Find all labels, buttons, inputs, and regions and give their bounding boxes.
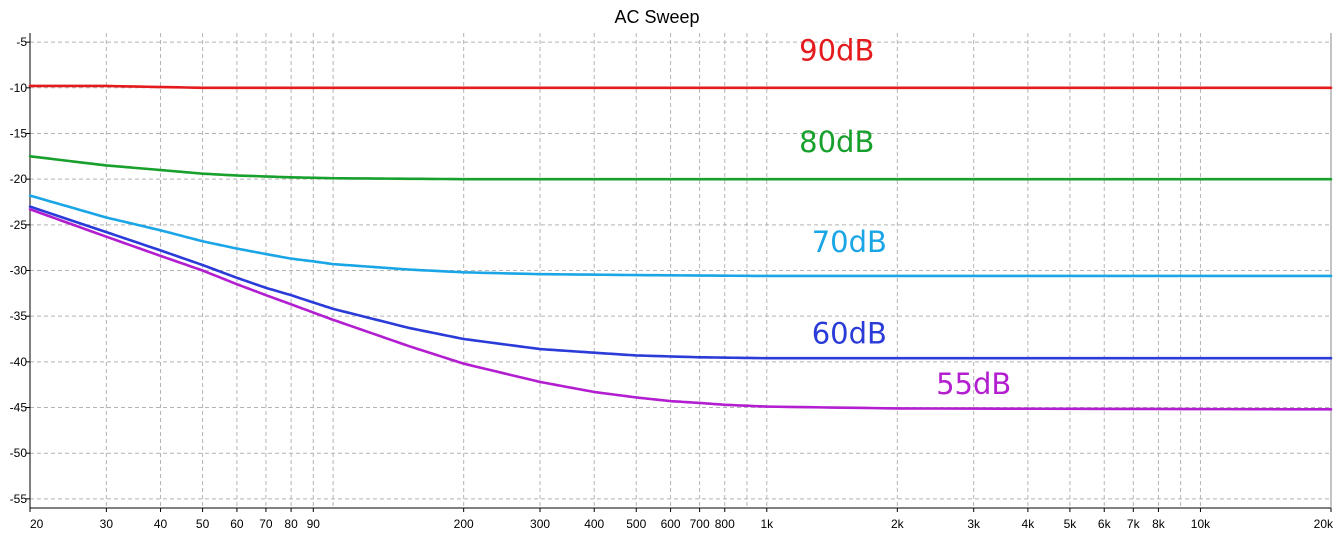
series-line-55dB xyxy=(28,208,1333,411)
x-tick-label: 50 xyxy=(196,517,210,531)
x-tick-label: 80 xyxy=(284,517,298,531)
series-line-90dB xyxy=(28,84,1333,90)
series-lines xyxy=(28,84,1333,411)
series-label-80dB: 80dB xyxy=(799,125,874,159)
axes xyxy=(29,33,1332,509)
x-tick-label: 800 xyxy=(715,517,735,531)
grid xyxy=(29,33,1332,508)
x-tick-label: 3k xyxy=(967,517,981,531)
x-tick-label: 700 xyxy=(690,517,710,531)
y-tick-label: -40 xyxy=(10,355,28,369)
x-tick-label: 4k xyxy=(1022,517,1036,531)
x-tick-labels: 20 30 40 50 60 70 80 90 200 300 400 500 600 700 800 1k 2… xyxy=(29,508,1334,531)
x-tick-label: 90 xyxy=(307,517,321,531)
y-tick-labels: -5 -10 -15 -20 -25 -30 -35 -40 -45 -50 -55 xyxy=(10,35,30,506)
series-label-55dB: 55dB xyxy=(936,367,1011,401)
series-line-60dB xyxy=(28,205,1333,360)
x-tick-label: 400 xyxy=(584,517,604,531)
y-tick-label: -30 xyxy=(10,264,28,278)
x-tick-label: 8k xyxy=(1152,517,1166,531)
y-tick-label: -45 xyxy=(10,401,28,415)
y-tick-label: -35 xyxy=(10,309,28,323)
x-tick-label: 2k xyxy=(891,517,905,531)
series-line-80dB xyxy=(28,155,1333,181)
x-tick-label: 40 xyxy=(154,517,168,531)
x-tick-label: 500 xyxy=(626,517,646,531)
x-tick-label: 10k xyxy=(1191,517,1211,531)
y-tick-label: -10 xyxy=(10,81,28,95)
series-line-70dB xyxy=(28,194,1333,278)
y-tick-label: -15 xyxy=(10,126,28,140)
x-tick-label: 5k xyxy=(1064,517,1078,531)
series-label-90dB: 90dB xyxy=(799,33,874,67)
series-label-70dB: 70dB xyxy=(812,225,887,259)
x-tick-label: 1k xyxy=(760,517,774,531)
x-tick-label: 30 xyxy=(100,517,114,531)
y-tick-label: -25 xyxy=(10,218,28,232)
y-tick-label: -20 xyxy=(10,172,28,186)
y-tick-label: -50 xyxy=(10,446,28,460)
x-tick-label: 600 xyxy=(661,517,681,531)
x-tick-label: 20k xyxy=(1314,517,1334,531)
x-tick-label: 60 xyxy=(230,517,244,531)
x-tick-label: 20 xyxy=(30,517,44,531)
x-tick-label: 200 xyxy=(454,517,474,531)
y-tick-label: -55 xyxy=(10,492,28,506)
x-tick-label: 70 xyxy=(259,517,273,531)
series-label-60dB: 60dB xyxy=(812,317,887,351)
x-tick-label: 7k xyxy=(1127,517,1141,531)
series-labels: 90dB 80dB 70dB 60dB 55dB xyxy=(799,33,1011,400)
x-tick-label: 6k xyxy=(1098,517,1112,531)
chart-title: AC Sweep xyxy=(614,7,699,27)
y-tick-label: -5 xyxy=(16,35,27,49)
x-tick-label: 300 xyxy=(530,517,550,531)
